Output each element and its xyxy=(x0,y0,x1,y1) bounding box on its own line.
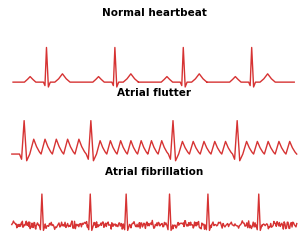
Text: Atrial flutter: Atrial flutter xyxy=(117,88,191,98)
Text: Normal heartbeat: Normal heartbeat xyxy=(102,8,206,18)
Text: Atrial fibrillation: Atrial fibrillation xyxy=(105,167,203,177)
